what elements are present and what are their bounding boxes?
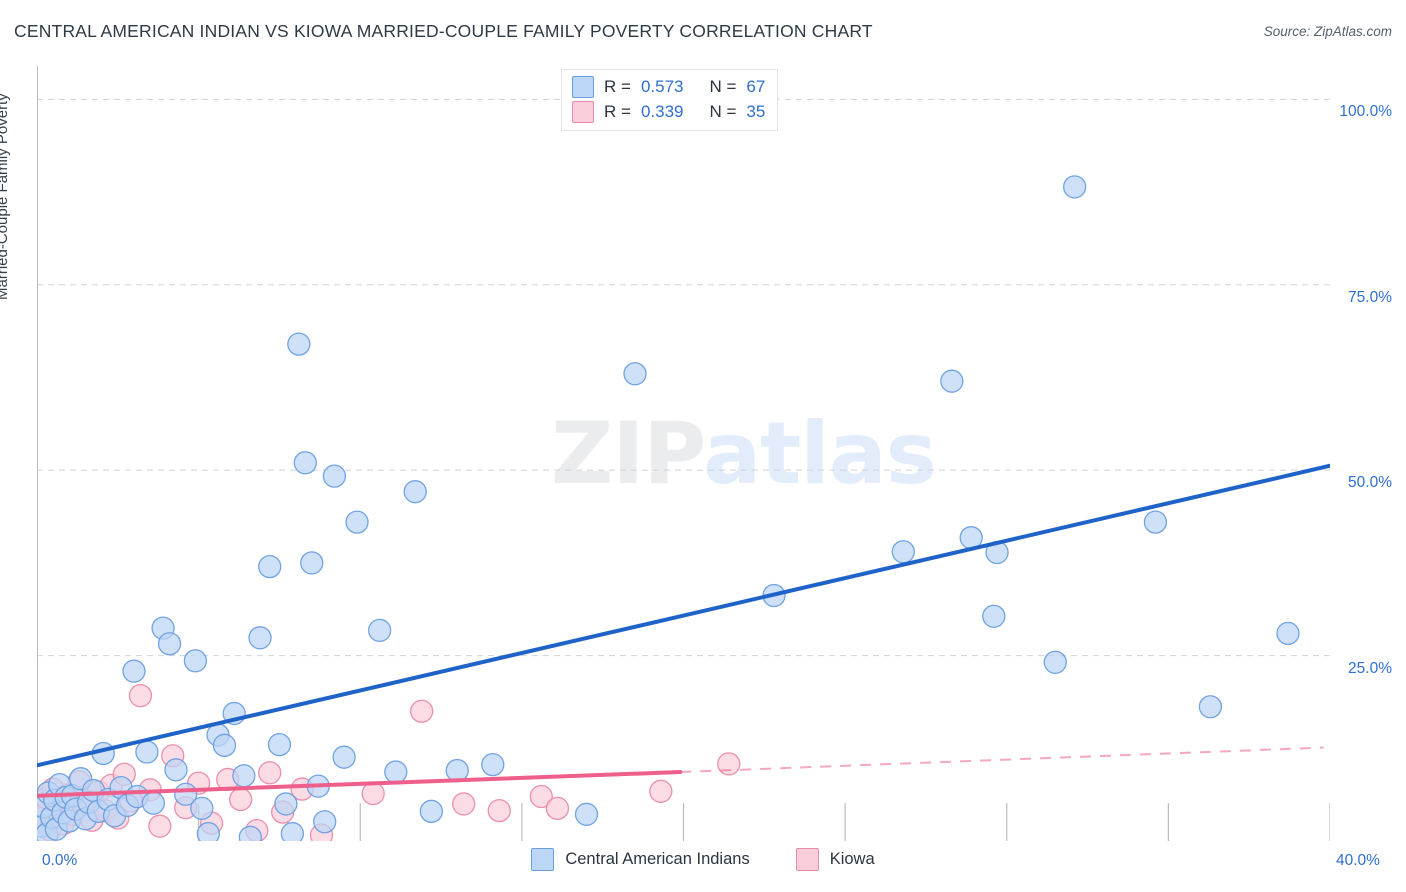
r-label: R =	[604, 102, 631, 121]
trendline-central-american-indians	[37, 463, 1330, 768]
y-axis-tick-label: 25.0%	[1348, 659, 1392, 677]
n-label: N =	[709, 102, 737, 121]
plot-area	[37, 66, 1330, 841]
stats-row-central-american-indians: R = 0.573 N = 67	[572, 76, 765, 98]
correlation-stats-legend: R = 0.573 N = 67 R = 0.339 N = 35	[561, 69, 779, 131]
data-points-kiowa	[37, 683, 741, 841]
n-label: N =	[709, 77, 737, 96]
r-label: R =	[604, 77, 631, 96]
trendline-kiowa	[37, 746, 1324, 798]
x-axis-min-label: 0.0%	[42, 852, 78, 869]
gridlines	[37, 98, 1330, 657]
legend-label: Central American Indians	[565, 850, 750, 868]
data-points-central-american-indians	[37, 175, 1300, 841]
stats-row-kiowa: R = 0.339 N = 35	[572, 101, 765, 123]
page-title: CENTRAL AMERICAN INDIAN VS KIOWA MARRIED…	[14, 21, 873, 41]
series-legend: Central American Indians Kiowa	[0, 848, 1406, 871]
legend-swatch-pink-icon	[795, 848, 819, 871]
y-axis-tick-label: 50.0%	[1348, 474, 1392, 492]
n-value: 67	[746, 77, 766, 96]
legend-swatch-pink-icon	[572, 101, 594, 123]
legend-label: Kiowa	[829, 850, 875, 868]
y-axis-tick-label: 100.0%	[1339, 103, 1392, 121]
x-axis-max-label: 40.0%	[1336, 852, 1380, 869]
r-value: 0.573	[640, 77, 684, 96]
y-axis-tick-label: 75.0%	[1348, 288, 1392, 306]
legend-item-central-american-indians[interactable]: Central American Indians	[531, 848, 750, 871]
y-axis-title: Married-Couple Family Poverty	[0, 93, 11, 300]
n-value: 35	[746, 102, 766, 121]
source-attribution: Source: ZipAtlas.com	[1263, 24, 1392, 39]
legend-swatch-blue-icon	[531, 848, 555, 871]
x-tick-marks	[198, 803, 1330, 841]
legend-swatch-blue-icon	[572, 76, 594, 98]
legend-item-kiowa[interactable]: Kiowa	[795, 848, 875, 871]
r-value: 0.339	[640, 102, 684, 121]
axis-lines	[37, 66, 38, 841]
scatter-svg	[37, 66, 1330, 841]
